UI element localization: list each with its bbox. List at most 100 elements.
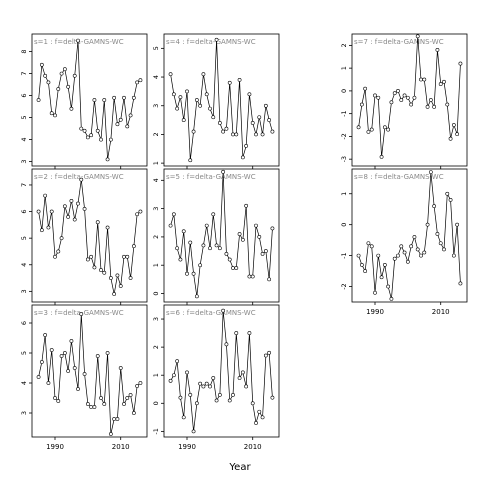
y-tick-label: 6 [20,209,28,213]
data-point [118,366,123,370]
data-point [138,78,143,83]
data-point [250,401,255,406]
data-point [62,67,67,72]
data-point [237,78,242,82]
y-tick-label: 5 [20,116,28,120]
data-point [234,132,239,137]
panel-s8: s=8 : f=delta-GAMNS-WC -2 -1 0 1 1990 2010 [340,168,468,316]
data-point [405,95,410,100]
y-tick-label: 5 [152,46,160,50]
data-point [99,396,103,400]
series-line [358,172,461,299]
data-point [382,262,387,267]
data-point [39,360,44,364]
y-tick-label: 2 [152,132,160,136]
data-point [254,223,258,228]
y-tick-label: 6 [20,321,28,325]
data-point [405,259,410,264]
data-point [59,236,64,241]
data-point [422,77,427,82]
data-point [191,129,196,134]
data-point [231,392,235,397]
data-point [263,249,268,253]
data-point [194,401,199,406]
data-point [198,103,203,108]
data-point [254,421,258,425]
data-point [240,370,245,375]
data-point [53,254,57,259]
data-point [59,71,64,76]
data-point [438,82,443,86]
data-point [181,118,186,122]
x-tick-label: 1990 [178,443,196,451]
panel-label: s=6 : f=delta-GAMNS-WC [166,309,256,317]
data-point [108,137,113,142]
data-point [168,378,173,383]
data-point [82,128,87,133]
data-point [458,61,463,66]
data-point [201,384,206,389]
data-point [369,244,374,249]
data-point [270,395,275,400]
data-point [399,98,404,102]
y-tick-label: -2 [340,133,348,139]
data-point [49,209,54,214]
data-point [254,132,258,137]
y-tick-label: 5 [20,351,28,355]
data-point [135,384,140,388]
data-point [428,98,433,102]
data-point [386,127,391,132]
data-point [382,125,387,130]
data-point [419,77,423,82]
data-point [108,432,113,436]
panel-s5: s=5 : f=delta-GAMNS-WC 0 1 2 3 4 [152,168,280,305]
data-point [260,251,265,256]
panel-label: s=5 : f=delta-GAMNS-WC [166,173,256,181]
data-point [102,402,107,406]
panel-label: s=2 : f=delta-GAMNS-WC [34,173,124,181]
data-point [92,265,97,270]
data-point [56,87,61,91]
data-point [69,199,74,203]
data-point [204,92,209,97]
data-point [138,209,143,214]
data-point [115,122,120,127]
data-point [359,262,364,267]
data-point [442,247,446,252]
y-tick-label: 4 [20,138,28,142]
data-point [112,95,117,100]
data-point [267,277,272,282]
data-point [263,353,268,358]
data-point [36,209,41,214]
data-point [53,396,57,400]
data-point [188,392,193,397]
data-point [224,342,229,347]
panel-frame [163,304,280,438]
data-point [359,102,364,107]
data-point [102,270,107,275]
data-point [102,98,107,102]
data-point [445,102,450,107]
data-point [99,137,103,142]
data-point [376,95,381,100]
data-point [267,118,272,122]
data-point [396,88,400,93]
data-point [168,223,173,228]
data-point [76,38,80,43]
panel-label: s=7 : f=delta-GAMNS-WC [354,38,444,46]
y-tick-label: 0 [152,291,160,295]
data-point [455,132,460,137]
y-tick-label: 3 [20,411,28,415]
y-tick-label: 2 [152,345,160,349]
y-tick-label: 3 [152,317,160,321]
panel-s4: s=4 : f=delta-GAMNS-WC 1 2 3 4 5 [152,33,280,169]
data-point [432,104,437,109]
data-point [122,95,126,100]
data-point [396,253,400,258]
data-point [376,253,381,258]
data-point [135,80,140,85]
data-point [181,229,186,234]
data-point [412,235,417,239]
data-point [178,395,183,400]
